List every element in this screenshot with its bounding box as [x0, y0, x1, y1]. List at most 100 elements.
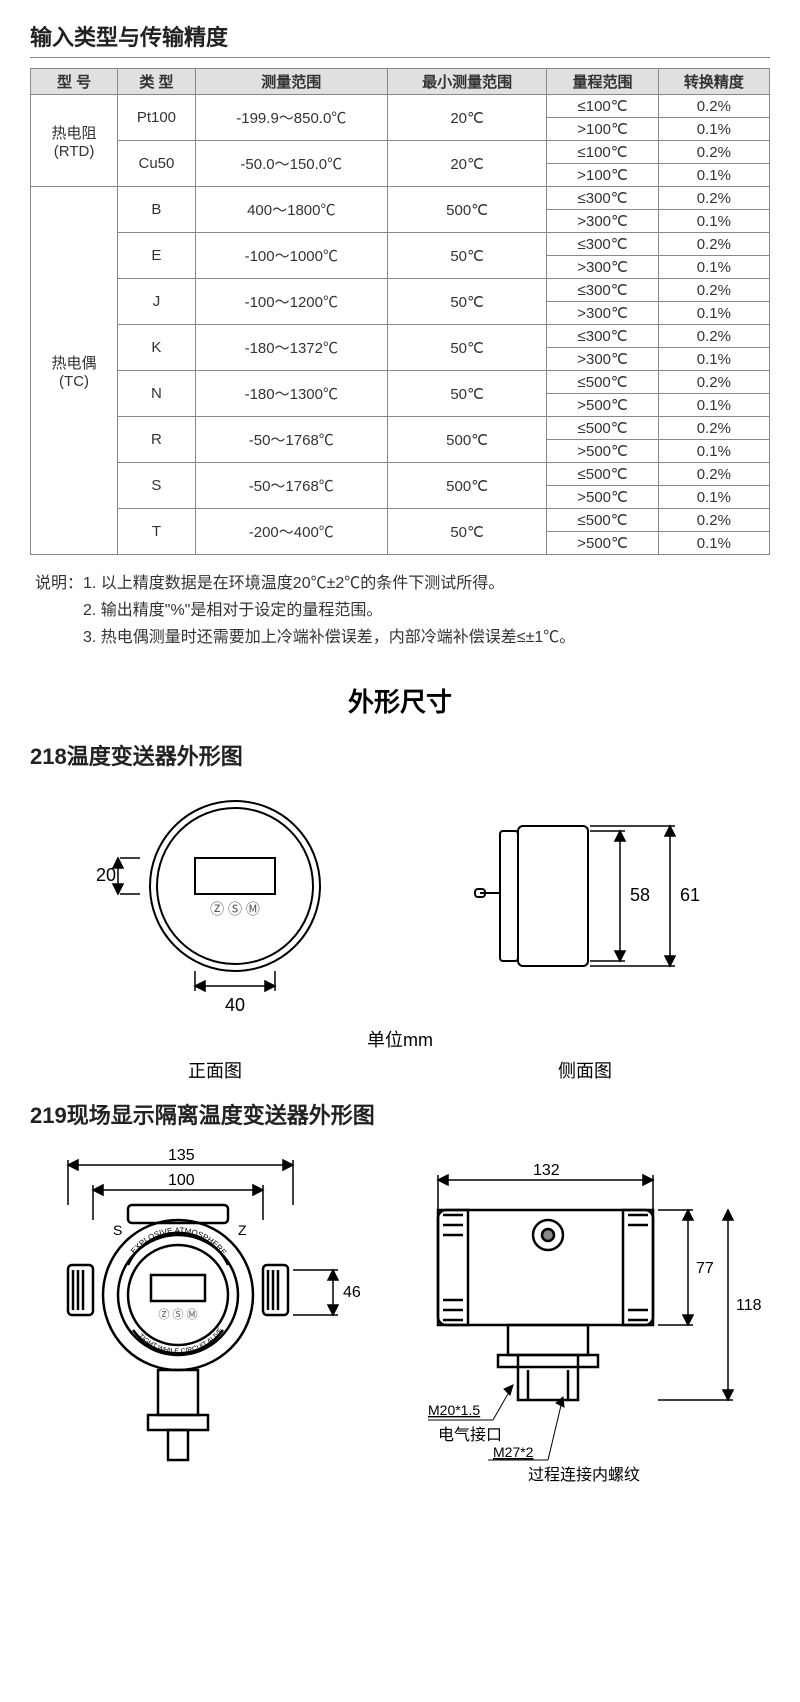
table-cell: ≤300℃	[547, 233, 658, 256]
table-cell: ≤500℃	[547, 371, 658, 394]
table-cell: 0.2%	[658, 325, 769, 348]
table-cell: -100～1000℃	[195, 233, 387, 279]
table-row: S-50～1768℃500℃≤500℃0.2%	[31, 463, 770, 486]
table-cell: 0.1%	[658, 256, 769, 279]
svg-text:20: 20	[96, 865, 116, 885]
table-row: N-180～1300℃50℃≤500℃0.2%	[31, 371, 770, 394]
svg-text:46: 46	[343, 1284, 361, 1301]
unit-label: 单位mm	[30, 1026, 770, 1052]
table-cell: 0.1%	[658, 348, 769, 371]
table-cell: 0.1%	[658, 394, 769, 417]
table-cell: ≤300℃	[547, 279, 658, 302]
table-cell: ≤500℃	[547, 509, 658, 532]
diagram-219-side: 132	[398, 1145, 768, 1485]
svg-text:M20*1.5: M20*1.5	[428, 1402, 480, 1418]
table-cell: 0.1%	[658, 486, 769, 509]
svg-text:40: 40	[225, 995, 245, 1015]
front-label: 正面图	[188, 1057, 242, 1083]
table-cell: -180～1300℃	[195, 371, 387, 417]
notes-prefix: 说明：	[35, 575, 83, 592]
table-cell: 0.1%	[658, 210, 769, 233]
table-cell: 20℃	[387, 141, 547, 187]
table-row: T-200～400℃50℃≤500℃0.2%	[31, 509, 770, 532]
table-cell: 50℃	[387, 325, 547, 371]
table-row: R-50～1768℃500℃≤500℃0.2%	[31, 417, 770, 440]
note-1: 1. 以上精度数据是在环境温度20℃±2℃的条件下测试所得。	[83, 575, 504, 592]
table-cell: 400～1800℃	[195, 187, 387, 233]
svg-text:77: 77	[696, 1260, 714, 1277]
table-row: J-100～1200℃50℃≤300℃0.2%	[31, 279, 770, 302]
table-cell: -180～1372℃	[195, 325, 387, 371]
svg-text:电气接口: 电气接口	[438, 1426, 502, 1444]
table-cell: -50～1768℃	[195, 463, 387, 509]
dimensions-title: 外形尺寸	[30, 682, 770, 719]
table-cell: K	[118, 325, 196, 371]
svg-text:Z: Z	[238, 1222, 247, 1238]
table-cell: 50℃	[387, 371, 547, 417]
svg-text:135: 135	[168, 1147, 195, 1164]
table-cell: >500℃	[547, 394, 658, 417]
sub-title-218: 218温度变送器外形图	[30, 739, 770, 771]
table-cell: >100℃	[547, 164, 658, 187]
table-cell: ≤100℃	[547, 141, 658, 164]
table-cell: >500℃	[547, 532, 658, 555]
table-header: 型 号	[31, 69, 118, 95]
notes-block: 说明：1. 以上精度数据是在环境温度20℃±2℃的条件下测试所得。 说明：2. …	[35, 570, 765, 652]
diagram-219-front: 135 100 Ⓩ Ⓢ Ⓜ S Z EXPLOSIVE ATMOSPHERE	[33, 1145, 393, 1485]
table-cell: 0.1%	[658, 164, 769, 187]
table-header: 量程范围	[547, 69, 658, 95]
table-cell: 0.2%	[658, 509, 769, 532]
table-cell: -100～1200℃	[195, 279, 387, 325]
spec-table: 型 号类 型测量范围最小测量范围量程范围转换精度 热电阻(RTD)Pt100-1…	[30, 68, 770, 555]
table-cell: 0.1%	[658, 302, 769, 325]
svg-text:58: 58	[630, 885, 650, 905]
diagram-218-row: Ⓩ Ⓢ Ⓜ 20 40	[30, 786, 770, 1016]
table-header: 最小测量范围	[387, 69, 547, 95]
table-cell: ≤500℃	[547, 417, 658, 440]
diagram-218-front: Ⓩ Ⓢ Ⓜ 20 40	[80, 786, 340, 1016]
table-cell: 0.2%	[658, 279, 769, 302]
table-header: 测量范围	[195, 69, 387, 95]
table-cell: J	[118, 279, 196, 325]
svg-text:61: 61	[680, 885, 700, 905]
table-cell: 50℃	[387, 233, 547, 279]
note-2: 2. 输出精度"%"是相对于设定的量程范围。	[83, 602, 382, 619]
table-cell: 0.1%	[658, 118, 769, 141]
svg-text:100: 100	[168, 1172, 195, 1189]
table-cell: -200～400℃	[195, 509, 387, 555]
table-cell: 500℃	[387, 187, 547, 233]
table-cell: >300℃	[547, 348, 658, 371]
table-cell: >300℃	[547, 302, 658, 325]
table-cell: 500℃	[387, 417, 547, 463]
table-cell: >100℃	[547, 118, 658, 141]
table-cell: 0.1%	[658, 532, 769, 555]
model-cell: 热电阻(RTD)	[31, 95, 118, 187]
note-3: 3. 热电偶测量时还需要加上冷端补偿误差，内部冷端补偿误差≤±1℃。	[83, 629, 575, 646]
table-cell: R	[118, 417, 196, 463]
svg-text:过程连接内螺纹: 过程连接内螺纹	[528, 1466, 640, 1484]
diagram-219-row: 135 100 Ⓩ Ⓢ Ⓜ S Z EXPLOSIVE ATMOSPHERE	[30, 1145, 770, 1485]
table-cell: >500℃	[547, 440, 658, 463]
svg-text:S: S	[113, 1222, 122, 1238]
table-cell: >500℃	[547, 486, 658, 509]
table-cell: Pt100	[118, 95, 196, 141]
diagram-218-labels: 正面图 侧面图	[30, 1057, 770, 1083]
svg-text:Ⓩ Ⓢ Ⓜ: Ⓩ Ⓢ Ⓜ	[210, 901, 260, 917]
svg-text:118: 118	[736, 1297, 762, 1314]
table-cell: ≤500℃	[547, 463, 658, 486]
table-cell: ≤100℃	[547, 95, 658, 118]
sub-title-219: 219现场显示隔离温度变送器外形图	[30, 1098, 770, 1130]
table-cell: >300℃	[547, 256, 658, 279]
table-cell: >300℃	[547, 210, 658, 233]
table-row: Cu50-50.0～150.0℃20℃≤100℃0.2%	[31, 141, 770, 164]
table-cell: 50℃	[387, 279, 547, 325]
table-cell: 0.2%	[658, 371, 769, 394]
table-cell: 500℃	[387, 463, 547, 509]
table-cell: 0.2%	[658, 187, 769, 210]
table-cell: 0.1%	[658, 440, 769, 463]
svg-text:Ⓩ Ⓢ Ⓜ: Ⓩ Ⓢ Ⓜ	[158, 1308, 197, 1321]
table-cell: -199.9～850.0℃	[195, 95, 387, 141]
side-label: 侧面图	[558, 1057, 612, 1083]
svg-text:EXPLOSIVE ATMOSPHERE: EXPLOSIVE ATMOSPHERE	[129, 1225, 228, 1256]
section-title-input: 输入类型与传输精度	[30, 20, 770, 58]
